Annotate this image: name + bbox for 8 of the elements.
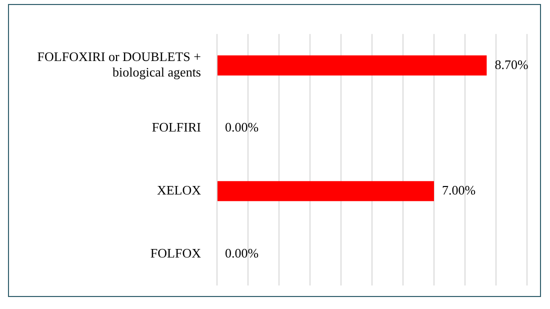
- y-tick-label: XELOX: [156, 182, 202, 198]
- y-tick-label: FOLFOX: [150, 245, 202, 260]
- data-label: 7.00%: [442, 182, 476, 198]
- y-tick-label: FOLFOXIRI or DOUBLETS + biological agents: [37, 49, 201, 80]
- y-tick-label: FOLFIRI: [152, 120, 201, 135]
- data-label: 0.00%: [225, 245, 259, 260]
- data-label: 8.70%: [494, 56, 528, 72]
- data-label: 0.00%: [225, 120, 259, 135]
